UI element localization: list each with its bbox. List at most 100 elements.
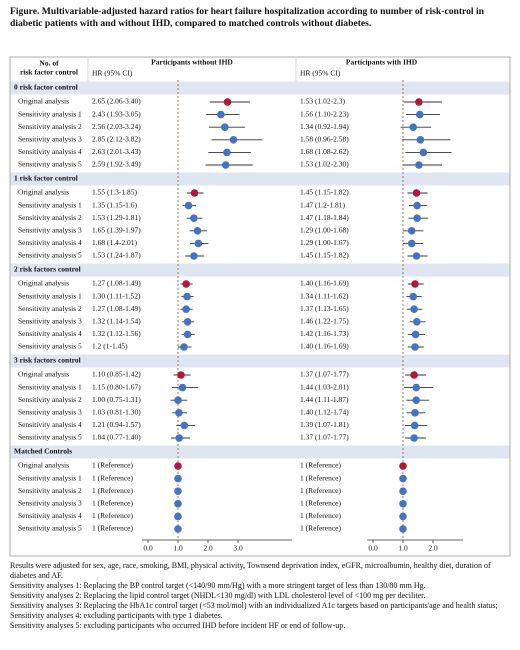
figure-title: Figure. Multivariable-adjusted hazard ra… — [10, 6, 484, 29]
hr-label: 1.45 (1.15-1.82) — [300, 251, 349, 260]
row-label: Sensitivity analysis 2 — [18, 486, 82, 495]
note: Sensitivity analyses 4: excluding partic… — [10, 611, 223, 620]
hr-label: 1.46 (1.22-1.75) — [300, 317, 349, 326]
hr-label: 1.53 (1.02-2.30) — [300, 160, 349, 169]
note: Sensitivity analyses 3: Replacing the Hb… — [10, 601, 498, 610]
hr-label: 1.04 (0.77-1.40) — [92, 433, 141, 442]
row-label: Sensitivity analysis 4 — [18, 420, 82, 429]
hr-point — [193, 227, 202, 235]
hr-point — [411, 409, 419, 417]
hr-label: 1 (Reference) — [300, 511, 342, 520]
hr-point — [412, 396, 421, 405]
hr-label: 1.35 (1.15-1.6) — [92, 200, 137, 209]
forest-plot: No. of risk factor control 0 risk factor… — [9, 56, 511, 557]
row-header: No. of — [39, 59, 59, 68]
x-tick-label: 0.0 — [143, 544, 153, 553]
note: Sensitivity analyses 1: Replacing the BP… — [10, 581, 426, 590]
hr-label: 2.43 (1.93-3.05) — [92, 109, 141, 118]
row-label: Sensitivity analysis 3 — [18, 226, 82, 235]
hr-label: 1.29 (1.00-1.68) — [300, 226, 349, 235]
row-label: Original analysis — [18, 279, 69, 288]
x-tick-label: 2.0 — [203, 544, 213, 553]
row-label: Original analysis — [18, 461, 69, 470]
hr-point — [415, 161, 423, 169]
hr-label: 1.2 (1-1.45) — [92, 342, 128, 351]
hr-point — [217, 110, 225, 119]
x-tick-label: 0.0 — [368, 544, 378, 553]
group-band — [10, 445, 510, 459]
row-label: Sensitivity analysis 4 — [18, 329, 82, 338]
group-band — [10, 172, 510, 186]
hr-label: 1.27 (1.08-1.49) — [92, 279, 141, 288]
panel-subheader: HR (95% CI) — [300, 69, 341, 78]
hr-label: 1.39 (1.07-1.81) — [300, 420, 349, 429]
hr-label: 1.40 (1.16-1.69) — [300, 342, 349, 351]
hr-point — [399, 462, 407, 470]
hr-point — [399, 487, 407, 496]
hr-label: 1.32 (1.12-1.56) — [92, 329, 141, 338]
hr-point — [183, 330, 192, 339]
hr-point — [407, 239, 416, 248]
row-label: Sensitivity analysis 3 — [18, 317, 82, 326]
hr-label: 2.85 (2.12-3.82) — [92, 135, 141, 144]
hr-label: 2.59 (1.92-3.49) — [92, 160, 141, 169]
hr-label: 1 (Reference) — [92, 524, 134, 533]
hr-point — [175, 409, 183, 417]
x-tick-label: 3.0 — [233, 544, 243, 553]
hr-label: 1 (Reference) — [300, 461, 342, 470]
group-label: 0 risk factor control — [14, 83, 78, 92]
group-label: Matched Controls — [14, 447, 72, 456]
group-band — [10, 263, 510, 277]
hr-label: 1.37 (1.07-1.77) — [300, 433, 349, 442]
hr-label: 2.63 (2.01-3.43) — [92, 147, 141, 156]
hr-point — [183, 292, 191, 301]
hr-label: 1.68 (1.4-2.01) — [92, 238, 137, 247]
note: Results were adjusted for sex, age, race… — [10, 561, 491, 580]
hr-point — [175, 434, 183, 442]
hr-point — [223, 98, 232, 106]
hr-point — [399, 474, 407, 483]
hr-point — [415, 98, 423, 106]
hr-point — [411, 330, 420, 339]
panel-title: Participants with IHD — [346, 58, 418, 67]
hr-point — [183, 318, 192, 326]
row-label: Sensitivity analysis 3 — [18, 408, 82, 417]
hr-label: 1.03 (0.81-1.30) — [92, 408, 141, 417]
hr-point — [409, 292, 418, 301]
hr-point — [182, 280, 190, 288]
row-label: Sensitivity analysis 5 — [18, 524, 82, 533]
hr-label: 1 (Reference) — [300, 499, 342, 508]
hr-point — [223, 148, 231, 157]
hr-label: 1.34 (0.92-1.94) — [300, 122, 349, 131]
hr-point — [180, 421, 189, 430]
hr-point — [416, 110, 424, 119]
row-label: Sensitivity analysis 4 — [18, 511, 82, 520]
hr-point — [174, 396, 182, 405]
hr-label: 1.32 (1.14-1.54) — [92, 317, 141, 326]
hr-point — [410, 305, 418, 314]
notes: Results were adjusted for sex, age, race… — [10, 561, 510, 631]
row-label: Sensitivity analysis 1 — [18, 200, 82, 209]
x-tick-label: 2.0 — [428, 544, 438, 553]
hr-label: 1.45 (1.15-1.82) — [300, 188, 349, 197]
row-label: Sensitivity analysis 2 — [18, 395, 82, 404]
hr-point — [413, 318, 421, 326]
hr-label: 1.37 (1.07-1.77) — [300, 370, 349, 379]
row-label: Sensitivity analysis 1 — [18, 473, 82, 482]
row-label: Original analysis — [18, 188, 69, 197]
hr-label: 1.65 (1.39-1.97) — [92, 226, 141, 235]
hr-label: 1.15 (0.80-1.67) — [92, 382, 141, 391]
hr-label: 1 (Reference) — [92, 461, 134, 470]
group-band — [10, 354, 510, 368]
row-label: Sensitivity analysis 3 — [18, 135, 82, 144]
hr-label: 1.37 (1.13-1.65) — [300, 304, 349, 313]
x-tick-label: 1.0 — [173, 544, 183, 553]
panel-title: Participants without IHD — [151, 58, 233, 67]
hr-point — [174, 500, 182, 508]
hr-point — [409, 123, 418, 131]
note: Sensitivity analyses 5: excluding partic… — [10, 621, 346, 630]
hr-point — [190, 252, 198, 260]
hr-label: 1.47 (1.18-1.84) — [300, 213, 349, 222]
row-label: Sensitivity analysis 1 — [18, 109, 82, 118]
hr-label: 1.44 (1.11-1.87) — [300, 395, 349, 404]
